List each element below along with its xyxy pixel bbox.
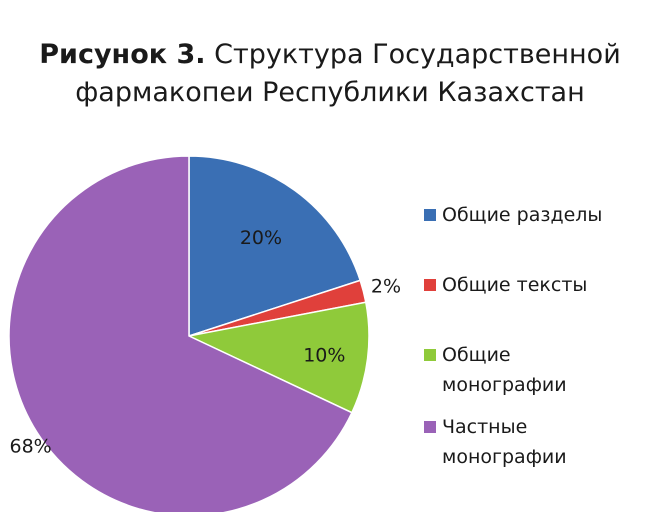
legend-label: Частные монографии xyxy=(442,416,567,468)
pie-data-label-2: 2% xyxy=(371,275,401,297)
legend-item: Общие монографии xyxy=(424,340,567,400)
legend-swatch xyxy=(424,209,436,221)
legend-item: Общие тексты xyxy=(424,270,587,300)
pie-slice-1 xyxy=(188,155,362,338)
legend-swatch xyxy=(424,421,436,433)
pie-slice-3 xyxy=(186,301,370,414)
figure-title: Рисунок 3. Структура Государственной фар… xyxy=(0,36,660,112)
figure-title-lead: Рисунок 3. xyxy=(39,39,206,70)
legend-swatch xyxy=(424,349,436,361)
legend-label: Общие монографии xyxy=(442,344,567,396)
legend-label: Общие тексты xyxy=(442,274,588,296)
legend-item: Общие разделы xyxy=(424,200,602,230)
pie-data-label-1: 20% xyxy=(240,227,282,249)
pie-data-label-4: 68% xyxy=(9,436,51,458)
legend-label: Общие разделы xyxy=(442,204,603,226)
pie-slice-4 xyxy=(8,155,353,512)
pie-data-label-3: 10% xyxy=(303,344,345,366)
legend-item: Частные монографии xyxy=(424,412,567,472)
legend-swatch xyxy=(424,279,436,291)
figure-title-text: Структура Государственной фармакопеи Рес… xyxy=(75,39,621,108)
